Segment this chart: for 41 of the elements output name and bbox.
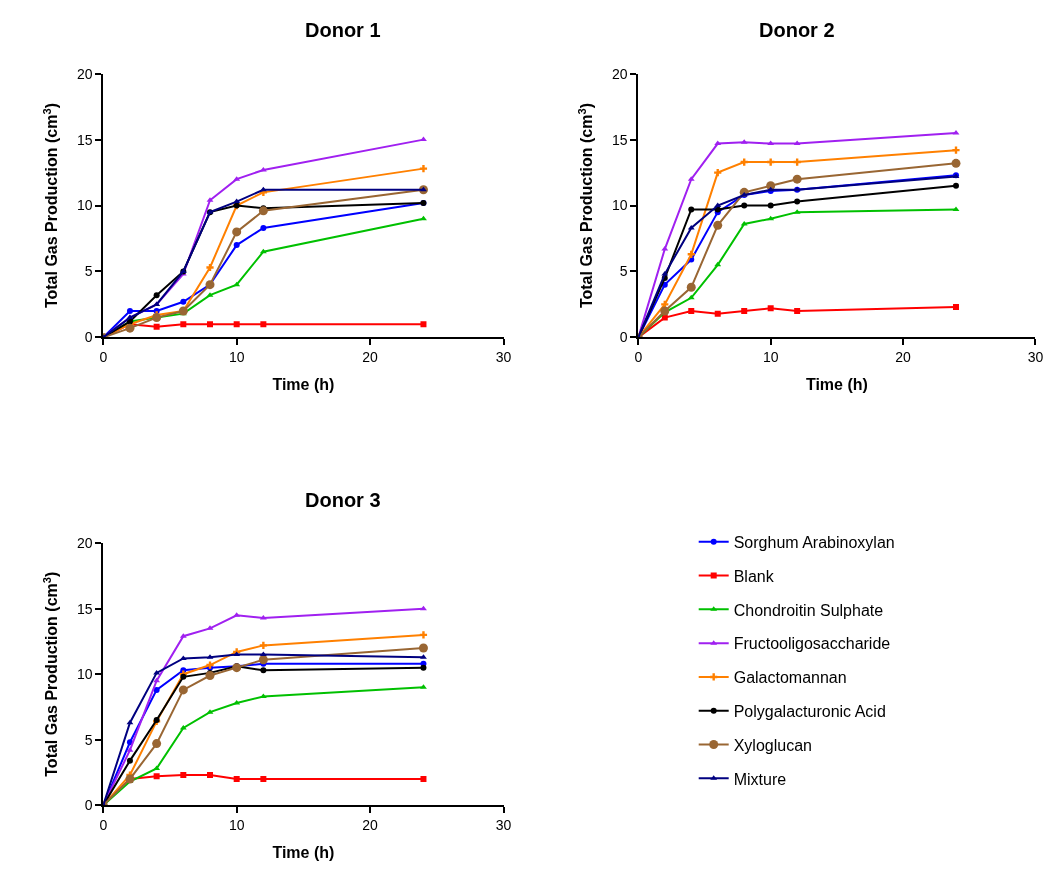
- legend-label: Chondroitin Sulphate: [733, 601, 884, 619]
- y-tick-label: 10: [76, 197, 93, 214]
- y-tick-label: 20: [76, 65, 93, 82]
- chart-title: Donor 1: [305, 19, 381, 41]
- x-tick-label: 10: [228, 816, 245, 833]
- x-tick-label: 0: [99, 349, 108, 366]
- x-axis-title: Time (h): [272, 376, 335, 394]
- x-tick-label: 30: [1027, 349, 1044, 366]
- y-tick-label: 5: [84, 731, 93, 748]
- y-tick-label: 0: [84, 797, 93, 814]
- legend-label: Blank: [733, 567, 775, 585]
- y-tick-label: 10: [611, 197, 628, 214]
- y-tick-label: 15: [76, 600, 93, 617]
- x-tick-label: 10: [228, 349, 245, 366]
- x-tick-label: 30: [495, 349, 512, 366]
- x-axis-title: Time (h): [805, 376, 868, 394]
- legend-label: Fructooligosaccharide: [733, 635, 891, 653]
- y-tick-label: 20: [76, 535, 93, 552]
- x-tick-label: 20: [895, 349, 912, 366]
- x-tick-label: 10: [762, 349, 779, 366]
- y-tick-label: 10: [76, 666, 93, 683]
- y-tick-label: 15: [76, 131, 93, 148]
- x-tick-label: 20: [362, 816, 379, 833]
- legend-label: Galactomannan: [733, 669, 847, 687]
- y-tick-label: 15: [611, 131, 628, 148]
- x-tick-label: 0: [99, 816, 108, 833]
- chart-title: Donor 3: [305, 489, 381, 511]
- legend-label: Mixture: [733, 770, 787, 788]
- x-tick-label: 20: [362, 349, 379, 366]
- legend-label: Polygalacturonic Acid: [733, 702, 886, 720]
- y-tick-label: 0: [619, 329, 628, 346]
- x-tick-label: 0: [634, 349, 643, 366]
- x-tick-label: 30: [495, 816, 512, 833]
- x-axis-title: Time (h): [272, 844, 335, 862]
- y-tick-label: 20: [611, 65, 628, 82]
- y-tick-label: 0: [84, 329, 93, 346]
- legend-label: Xyloglucan: [733, 736, 812, 754]
- legend-label: Sorghum Arabinoxylan: [733, 533, 895, 551]
- chart-title: Donor 2: [759, 19, 835, 41]
- y-tick-label: 5: [619, 263, 628, 280]
- y-tick-label: 5: [84, 263, 93, 280]
